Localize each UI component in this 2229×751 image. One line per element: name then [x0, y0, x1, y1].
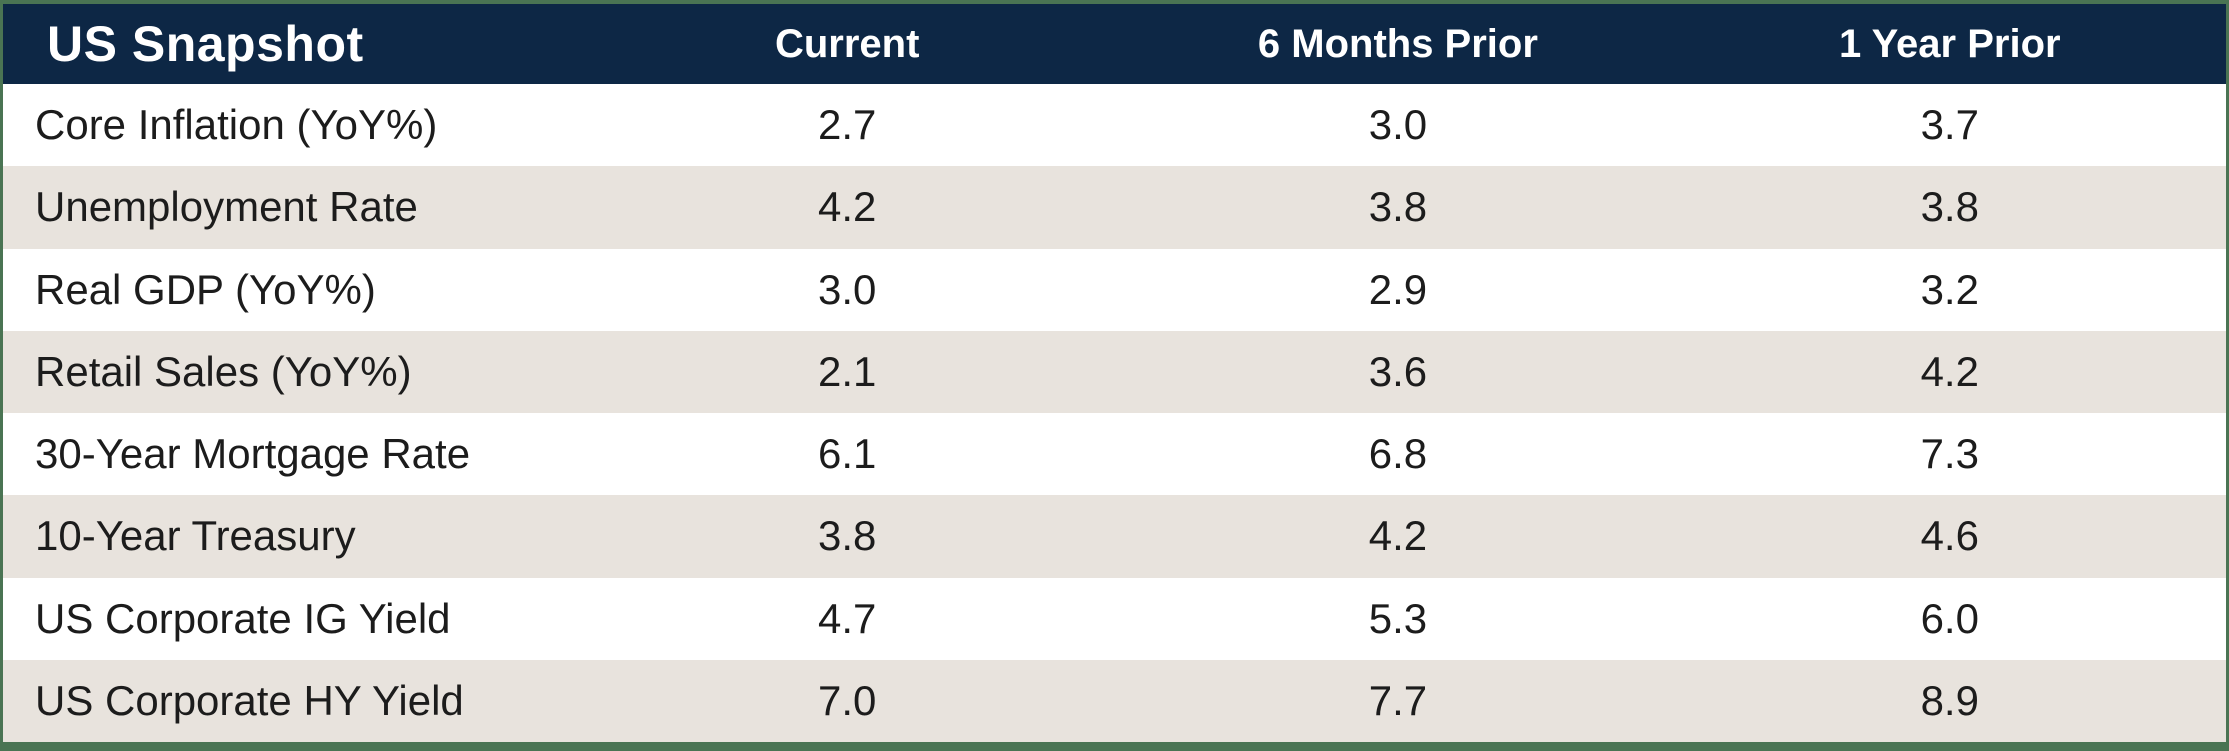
row-value-current: 3.8 [817, 512, 877, 560]
row-label: US Corporate HY Yield [35, 676, 464, 724]
row-value-6-months-prior: 3.8 [1368, 183, 1428, 231]
column-header-current: Current [774, 22, 920, 66]
row-label: Real GDP (YoY%) [35, 265, 376, 313]
row-value-6-months-prior: 5.3 [1368, 594, 1428, 642]
table-row: Retail Sales (YoY%) 2.1 3.6 4.2 [3, 330, 2226, 413]
row-value-current: 4.2 [817, 183, 877, 231]
row-label: Core Inflation (YoY%) [35, 101, 438, 149]
row-label: Retail Sales (YoY%) [35, 347, 412, 395]
row-label: 10-Year Treasury [35, 512, 356, 560]
row-value-current: 7.0 [817, 676, 877, 724]
row-value-6-months-prior: 3.0 [1368, 101, 1428, 149]
row-value-current: 2.7 [817, 101, 877, 149]
row-value-6-months-prior: 6.8 [1368, 430, 1428, 478]
row-label: US Corporate IG Yield [35, 594, 451, 642]
row-value-current: 6.1 [817, 430, 877, 478]
row-value-current: 3.0 [817, 265, 877, 313]
row-value-1-year-prior: 7.3 [1920, 430, 1979, 478]
row-value-1-year-prior: 3.7 [1920, 101, 1979, 149]
row-value-1-year-prior: 6.0 [1920, 594, 1979, 642]
table-row: 30-Year Mortgage Rate 6.1 6.8 7.3 [3, 413, 2226, 496]
row-label: Unemployment Rate [35, 183, 418, 231]
row-value-1-year-prior: 3.8 [1920, 183, 1979, 231]
row-value-6-months-prior: 7.7 [1368, 676, 1428, 724]
row-value-1-year-prior: 8.9 [1920, 676, 1979, 724]
table-row: Real GDP (YoY%) 3.0 2.9 3.2 [3, 248, 2226, 331]
row-label: 30-Year Mortgage Rate [35, 430, 471, 478]
row-value-current: 4.7 [817, 594, 877, 642]
row-value-1-year-prior: 4.6 [1920, 512, 1979, 560]
row-value-1-year-prior: 4.2 [1920, 347, 1979, 395]
table-row: 10-Year Treasury 3.8 4.2 4.6 [3, 495, 2226, 578]
row-value-6-months-prior: 2.9 [1368, 265, 1428, 313]
row-value-6-months-prior: 4.2 [1368, 512, 1428, 560]
table-body: Core Inflation (YoY%) 2.7 3.0 3.7 Unempl… [3, 84, 2226, 742]
row-value-1-year-prior: 3.2 [1920, 265, 1979, 313]
column-header-1-year-prior: 1 Year Prior [1838, 22, 2061, 66]
table-row: US Corporate HY Yield 7.0 7.7 8.9 [3, 659, 2226, 742]
row-value-current: 2.1 [817, 347, 877, 395]
table-row: Core Inflation (YoY%) 2.7 3.0 3.7 [3, 84, 2226, 167]
table-row: Unemployment Rate 4.2 3.8 3.8 [3, 166, 2226, 249]
table-title: US Snapshot [47, 16, 364, 72]
table-header-row: US Snapshot Current 6 Months Prior 1 Yea… [3, 4, 2226, 84]
table-row: US Corporate IG Yield 4.7 5.3 6.0 [3, 577, 2226, 660]
column-header-6-months-prior: 6 Months Prior [1257, 22, 1538, 66]
row-value-6-months-prior: 3.6 [1368, 347, 1428, 395]
